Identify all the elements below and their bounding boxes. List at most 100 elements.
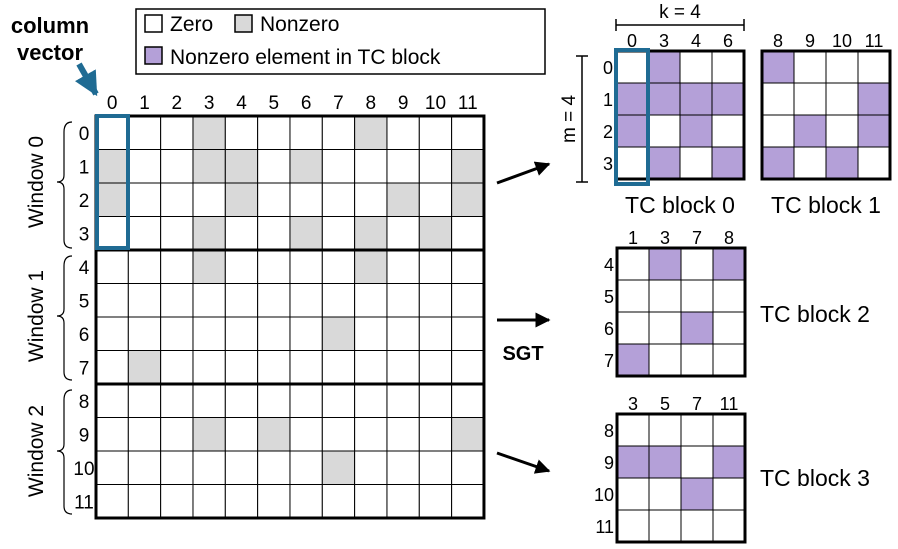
matrix-row-label: 6 [79,325,90,346]
matrix-cell [192,350,226,385]
matrix-cell [451,484,485,519]
matrix-cell [451,283,485,318]
tc-cell [616,311,650,345]
matrix-cell [224,249,259,284]
matrix-row-label: 4 [79,258,90,279]
matrix-cell [321,417,356,452]
matrix-cell [321,182,356,217]
matrix-cell-nonzero [224,182,259,217]
matrix-cell [386,417,420,452]
matrix-cell [451,216,485,251]
matrix-cell [386,383,420,418]
tc-block-title: TC block 1 [771,192,881,218]
tc-cell [616,247,650,281]
matrix-cell [289,283,323,318]
matrix-cell [321,383,356,418]
tc-cell [825,82,859,116]
column-vector-highlight [95,114,130,250]
tc-cell [647,114,681,148]
tc-cell [680,279,714,313]
tc-col-label: 11 [865,31,884,51]
matrix-cell [192,182,226,217]
matrix-cell-nonzero [451,182,485,217]
tc-row-label: 3 [603,154,613,174]
tc-col-label: 7 [692,228,702,248]
tc-row-label: 7 [604,351,614,371]
tc-col-label: 6 [723,31,733,51]
tc-block-1: 8 9 10 11 TC block 1 [760,31,892,218]
matrix-cell-nonzero [451,417,485,452]
tc-cell-nonzero [679,114,713,148]
matrix-cell [95,316,129,351]
m-label: m = 4 [559,95,580,143]
matrix-cell [224,417,259,452]
matrix-cell [354,450,388,485]
window-0-label: Window 0 [25,136,48,228]
matrix-cell [418,417,453,452]
tc-block-title: TC block 0 [625,192,735,218]
matrix-cell [354,484,388,519]
matrix-cell-nonzero [354,216,388,251]
tc-cell [761,114,795,148]
tc-cell [761,82,795,116]
matrix-cell [192,283,226,318]
k-label: k = 4 [659,2,701,23]
matrix-cell [257,383,291,418]
tc-col-label: 9 [805,31,815,51]
title-line2: vector [17,40,83,65]
tc-cell [712,509,746,543]
matrix-cell [451,350,485,385]
tc-cell [857,50,891,84]
matrix-cell [321,249,356,284]
tc-cell-nonzero [680,477,714,511]
tc-cell [680,343,714,377]
tc-cell [616,477,650,511]
tc-cell-nonzero [680,311,714,345]
matrix-cell [257,115,291,150]
window-2-brace [56,389,73,515]
tc-cell-nonzero [761,50,795,84]
matrix-cell [192,450,226,485]
matrix-cell [257,249,291,284]
tc-cell [680,445,714,479]
matrix-row-label: 9 [79,425,90,446]
column-vector-arrow [74,62,99,97]
matrix-cell [354,283,388,318]
tc-cell [616,413,650,447]
matrix-cell-nonzero [451,149,485,184]
tc-cell [793,82,827,116]
legend-box [135,8,546,75]
matrix-cell [127,182,162,217]
matrix-col-label: 11 [458,93,478,114]
tc-cell-nonzero [712,445,746,479]
matrix-cell [321,350,356,385]
matrix-cell [95,115,129,150]
tc-cell [793,146,827,180]
matrix-border [94,114,486,520]
matrix-cell [95,249,129,284]
matrix-cell [257,450,291,485]
tc-cell [825,50,859,84]
matrix-cell [386,216,420,251]
matrix-cell [160,417,194,452]
matrix-cell [127,450,162,485]
tc-cell-nonzero [711,146,745,180]
matrix-cell [160,283,194,318]
matrix-cell [224,115,259,150]
matrix-cell [354,182,388,217]
matrix-cell-nonzero [289,216,323,251]
matrix-cell [160,149,194,184]
tc-col-label: 3 [660,228,670,248]
legend-swatch-nonzero [234,14,253,33]
tc-block-border [760,49,892,181]
tc-cell-nonzero [825,146,859,180]
matrix-cell [451,316,485,351]
matrix-cell [160,249,194,284]
matrix-cell [160,182,194,217]
matrix-cell [321,149,356,184]
window-1-label: Window 1 [25,270,48,362]
matrix-cell [354,383,388,418]
matrix-cell [95,216,129,251]
matrix-cell [418,283,453,318]
matrix-cell-nonzero [354,115,388,150]
